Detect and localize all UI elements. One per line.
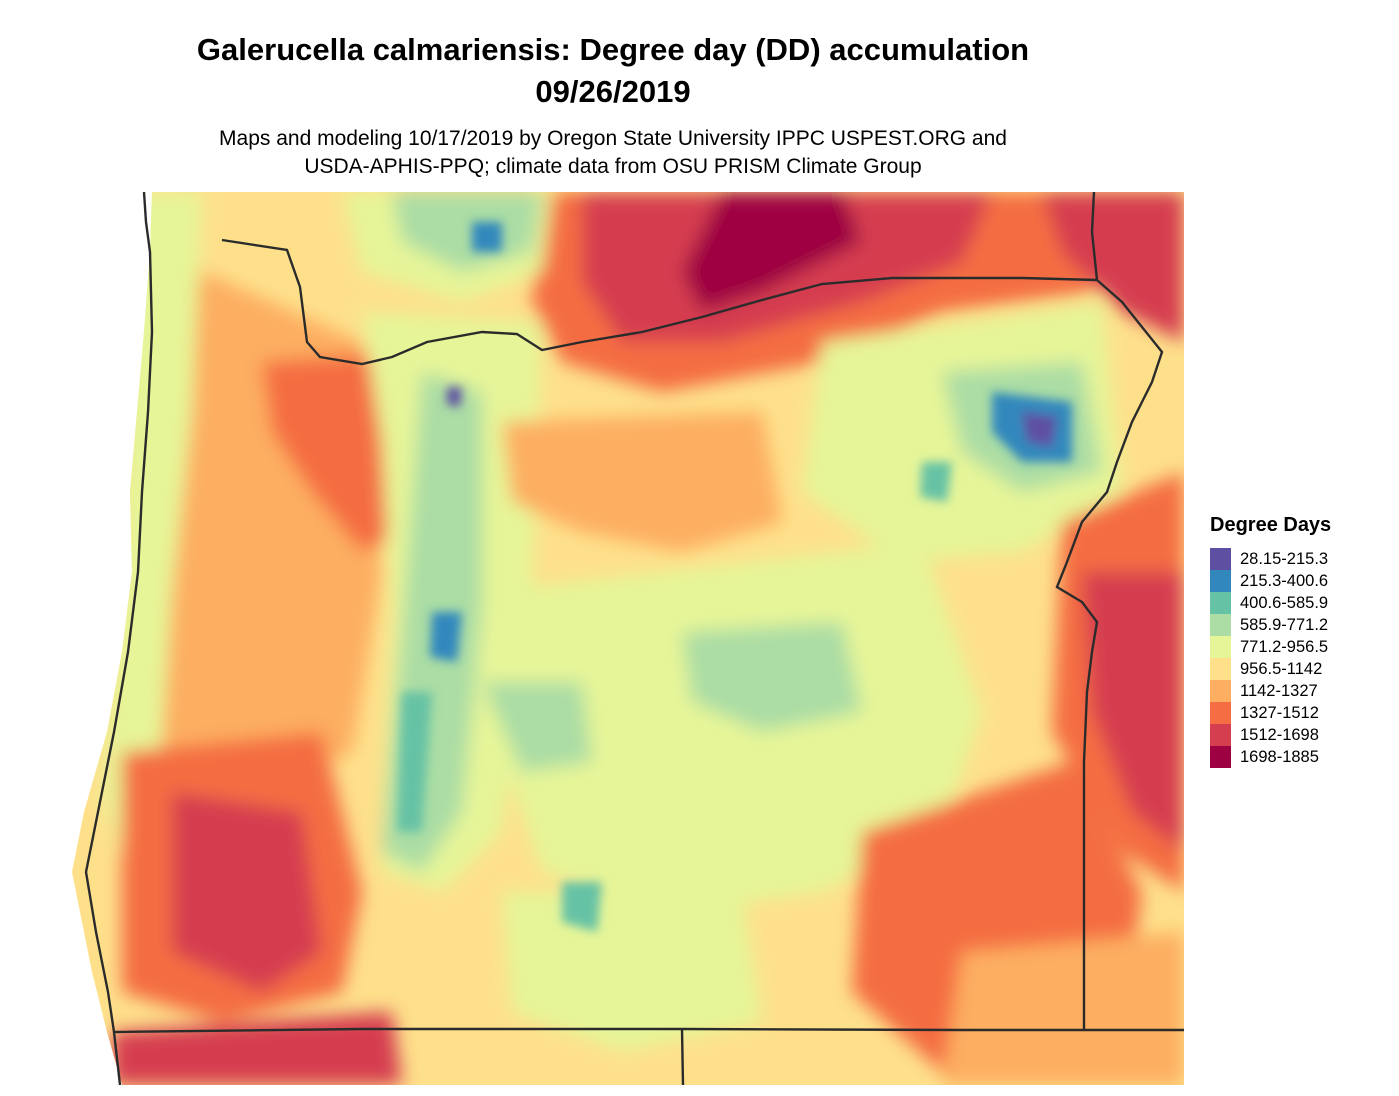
legend-swatch: [1210, 636, 1231, 658]
legend-item: 1698-1885: [1210, 746, 1331, 768]
legend-label: 1698-1885: [1240, 747, 1319, 766]
legend-swatch: [1210, 592, 1231, 614]
legend-item: 215.3-400.6: [1210, 570, 1331, 592]
legend-item: 956.5-1142: [1210, 658, 1331, 680]
map-canvas: [72, 192, 1184, 1085]
legend-swatch: [1210, 702, 1231, 724]
legend-item: 1142-1327: [1210, 680, 1331, 702]
legend-label: 1142-1327: [1240, 681, 1318, 700]
legend-swatch: [1210, 724, 1231, 746]
legend-label: 1512-1698: [1240, 725, 1319, 744]
map-credit-line-2: USDA-APHIS-PPQ; climate data from OSU PR…: [304, 155, 922, 178]
legend-label: 1327-1512: [1240, 703, 1319, 722]
legend-swatch: [1210, 658, 1231, 680]
legend-items: 28.15-215.3 215.3-400.6 400.6-585.9 585.9-7…: [1210, 548, 1331, 768]
legend-title: Degree Days: [1210, 514, 1332, 536]
legend-swatch: [1210, 548, 1231, 570]
legend-label: 28.15-215.3: [1240, 549, 1329, 568]
legend-label: 771.2-956.5: [1240, 637, 1329, 656]
legend-swatch: [1210, 570, 1231, 592]
legend: Degree Days 28.15-215.3 215.3-400.6 400.6-…: [1210, 512, 1331, 768]
legend-swatch: [1210, 680, 1231, 702]
legend-label: 956.5-1142: [1240, 659, 1323, 678]
legend-swatch: [1210, 614, 1231, 636]
legend-label: 400.6-585.9: [1240, 593, 1329, 612]
degree-day-raster-map: [62, 192, 1184, 1085]
map-credit-line-1: Maps and modeling 10/17/2019 by Oregon S…: [219, 127, 1007, 150]
legend-item: 1327-1512: [1210, 702, 1331, 724]
map-title: Galerucella calmariensis: Degree day (DD…: [196, 32, 1030, 67]
legend-item: 400.6-585.9: [1210, 592, 1331, 614]
legend-item: 771.2-956.5: [1210, 636, 1331, 658]
legend-item: 585.9-771.2: [1210, 614, 1331, 636]
legend-swatch: [1210, 746, 1231, 768]
map-date: 09/26/2019: [535, 74, 691, 109]
state-boundaries: [84, 192, 1184, 1085]
legend-item: 28.15-215.3: [1210, 548, 1331, 570]
legend-label: 585.9-771.2: [1240, 615, 1329, 634]
legend-item: 1512-1698: [1210, 724, 1331, 746]
legend-label: 215.3-400.6: [1240, 571, 1329, 590]
